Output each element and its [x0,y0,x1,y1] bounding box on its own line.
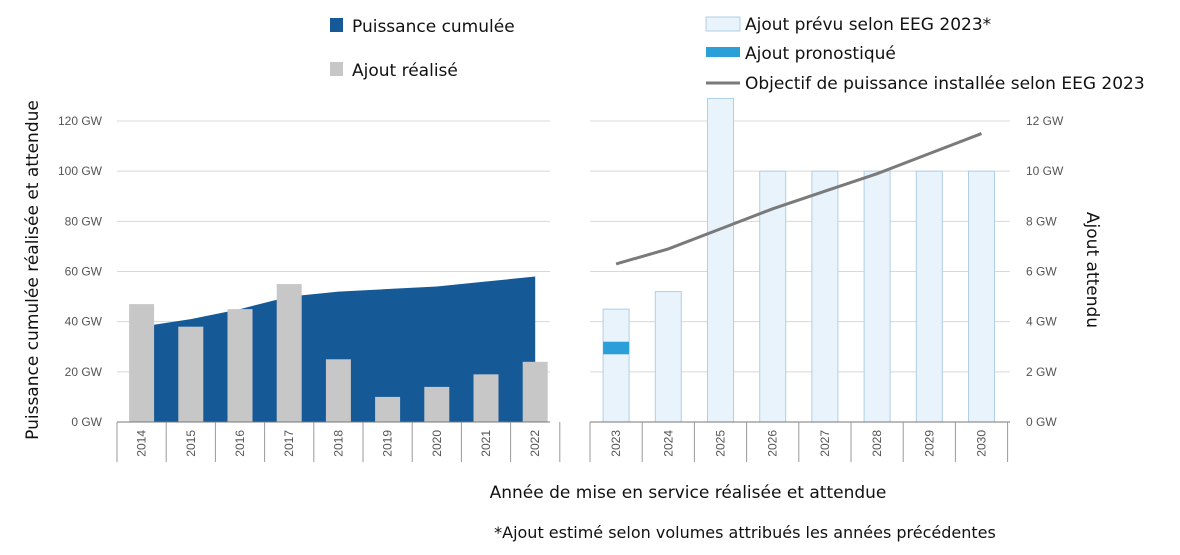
right-x-tick: 2027 [818,430,832,457]
right-x-tick: 2028 [870,430,884,457]
legend-swatch-realized [330,62,343,76]
legend-left: Puissance cumulée Ajout réalisé [330,17,515,81]
left-x-tick: 2016 [233,430,247,457]
y-tick-left: 60 GW [65,265,103,279]
legend-label-forecast: Ajout pronostiqué [745,44,896,64]
bar-realized [178,326,204,422]
y-tick-left: 80 GW [65,214,103,228]
y-tick-left: 20 GW [65,365,103,379]
y-tick-right: 0 GW [1026,415,1057,429]
legend-swatch-planned [705,16,741,32]
bars-layer [129,97,995,423]
left-x-tick: 2019 [381,430,395,457]
left-x-tick: 2018 [331,430,345,457]
y-tick-right: 12 GW [1026,114,1064,128]
bar-realized [129,304,155,422]
right-x-tick: 2025 [714,430,728,457]
bar-realized [227,309,253,422]
bar-forecast [603,341,630,355]
bar-planned [968,170,995,423]
legend-swatch-forecast [706,47,740,57]
left-x-tick: 2014 [135,430,149,457]
y-axis-title-right: Ajout attendu [1082,212,1102,328]
legend-label-planned: Ajout prévu selon EEG 2023* [745,15,991,35]
y-tick-left: 100 GW [58,164,103,178]
y-tick-right: 2 GW [1026,365,1057,379]
left-x-tick: 2022 [528,430,542,457]
left-x-tick: 2017 [282,430,296,457]
y-axis-title-left: Puissance cumulée réalisée et attendue [23,100,43,440]
tick-labels: 0 GW 20 GW 40 GW 60 GW 80 GW 100 GW 120 GW 0 GW… [58,114,1064,457]
x-axis-title: Année de mise en service réalisée et att… [490,483,887,503]
left-x-tick: 2020 [430,430,444,457]
y-tick-left: 0 GW [71,415,102,429]
legend-right: Ajout prévu selon EEG 2023* Ajout pronos… [705,15,1145,94]
bar-planned [602,308,630,423]
bar-realized [375,396,401,422]
right-x-tick: 2023 [609,430,623,457]
legend-swatch-cumulative [330,18,343,32]
y-tick-left: 120 GW [58,114,103,128]
target-line-layer [615,132,983,266]
bar-realized [473,374,499,422]
y-tick-right: 4 GW [1026,315,1057,329]
y-tick-left: 40 GW [65,315,103,329]
bar-realized [424,386,450,422]
bar-planned [863,170,891,423]
y-tick-right: 8 GW [1026,214,1057,228]
legend-label-cumulative: Puissance cumulée [352,17,515,37]
bar-realized [276,284,302,422]
left-x-tick: 2015 [184,430,198,457]
bar-planned [915,170,943,423]
y-tick-right: 6 GW [1026,265,1057,279]
right-x-tick: 2030 [975,430,989,457]
right-x-tick: 2026 [766,430,780,457]
target-line [615,132,983,266]
axes [116,421,1010,462]
legend-label-realized: Ajout réalisé [352,61,458,81]
legend-label-target: Objectif de puissance installée selon EE… [745,74,1145,94]
bar-realized [325,359,351,422]
y-tick-right: 10 GW [1026,164,1064,178]
right-x-tick: 2024 [661,430,675,457]
bar-planned [811,170,839,423]
left-x-tick: 2021 [479,430,493,457]
bar-planned [707,97,734,423]
bar-planned [654,291,682,423]
right-x-tick: 2029 [922,430,936,457]
footnote: *Ajout estimé selon volumes attribués le… [494,523,996,542]
bar-realized [522,361,548,422]
